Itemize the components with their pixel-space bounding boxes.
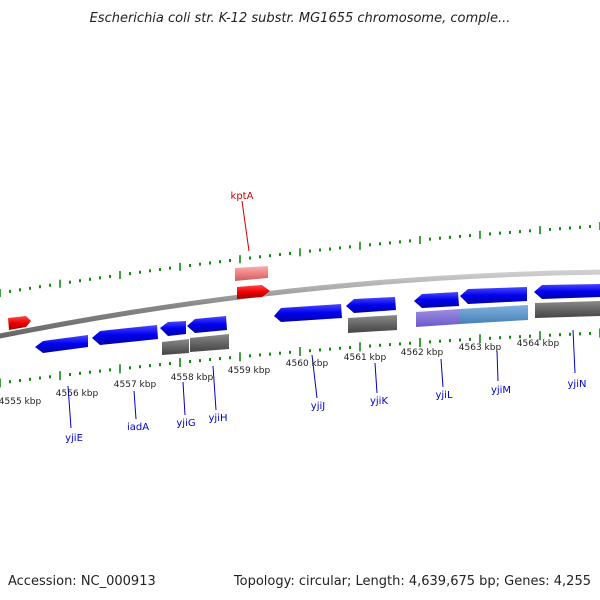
scale-label-4564: 4564 kbp [517,339,560,349]
scale-label-4562: 4562 kbp [401,348,444,358]
yjiJ-leader-line [311,354,318,399]
accession-label: Accession: NC_000913 [8,574,156,589]
gene-yjiK-arrow[interactable] [346,297,396,313]
gene-yjiJ-arrow[interactable] [274,304,342,322]
upper-tick-ring [0,222,600,297]
gene-yjiE-arrow[interactable] [35,335,88,353]
map-title: Escherichia coli str. K-12 substr. MG165… [89,11,511,26]
yjiN-leader-line [572,329,576,374]
scale-tick-ring [0,328,600,388]
gene-yjiK-cds[interactable] [348,315,397,333]
gene-label-kptA[interactable]: kptA [231,191,254,202]
yjiH-leader-line [212,365,217,411]
gene-yjiH-cds[interactable] [190,334,229,352]
gene-label-yjiE[interactable]: yjiE [65,433,83,444]
gene-yjiH-arrow[interactable] [187,316,227,333]
yjiL-leader-line [440,358,444,388]
topology-info: Topology: circular; Length: 4,639,675 bp… [233,574,591,589]
scale-label-4557: 4557 kbp [114,380,157,390]
kptA-leader-line [241,200,250,252]
scale-label-4559: 4559 kbp [228,366,271,376]
chromosome-backbone [0,269,600,339]
scale-label-4560: 4560 kbp [286,359,329,369]
gene-label-yjiG[interactable]: yjiG [176,418,195,429]
gene-yjiL-arrow[interactable] [414,292,459,308]
gene-yjiN-cds[interactable] [535,301,600,318]
gene-iadA-arrow[interactable] [92,325,158,345]
yjiM-leader-line [496,350,499,382]
gene-kptA-highlight-cds[interactable] [235,266,268,281]
yjiE-leader-line [67,385,72,429]
iadA-leader-line [133,390,137,420]
gene-label-yjiN[interactable]: yjiN [568,379,587,390]
scale-label-4555: 4555 kbp [0,397,41,407]
gene-yjiM-arrow[interactable] [460,287,527,304]
gene-label-yjiJ[interactable]: yjiJ [311,401,325,412]
gene-yjiN-arrow[interactable] [534,284,600,299]
gene-yjiL-cds[interactable] [416,309,460,327]
gene-label-yjiL[interactable]: yjiL [435,390,452,401]
scale-label-4556: 4556 kbp [56,389,99,399]
gene-label-yjiM[interactable]: yjiM [491,385,511,396]
gene-label-iadA[interactable]: iadA [127,422,149,433]
gene-arrow-red-left[interactable] [8,316,31,330]
scale-label-4558: 4558 kbp [171,373,214,383]
gene-yjiG-cds[interactable] [162,339,189,355]
gene-label-yjiH[interactable]: yjiH [209,413,228,424]
yjiG-leader-line [182,381,186,416]
gene-yjiG-arrow[interactable] [160,321,186,336]
scale-label-4561: 4561 kbp [344,353,387,363]
gene-label-yjiK[interactable]: yjiK [370,396,388,407]
yjiK-leader-line [374,362,378,394]
scale-label-4563: 4563 kbp [459,343,502,353]
gene-kptA-arrow[interactable] [237,285,270,299]
gene-yjiM-cds[interactable] [460,305,528,324]
